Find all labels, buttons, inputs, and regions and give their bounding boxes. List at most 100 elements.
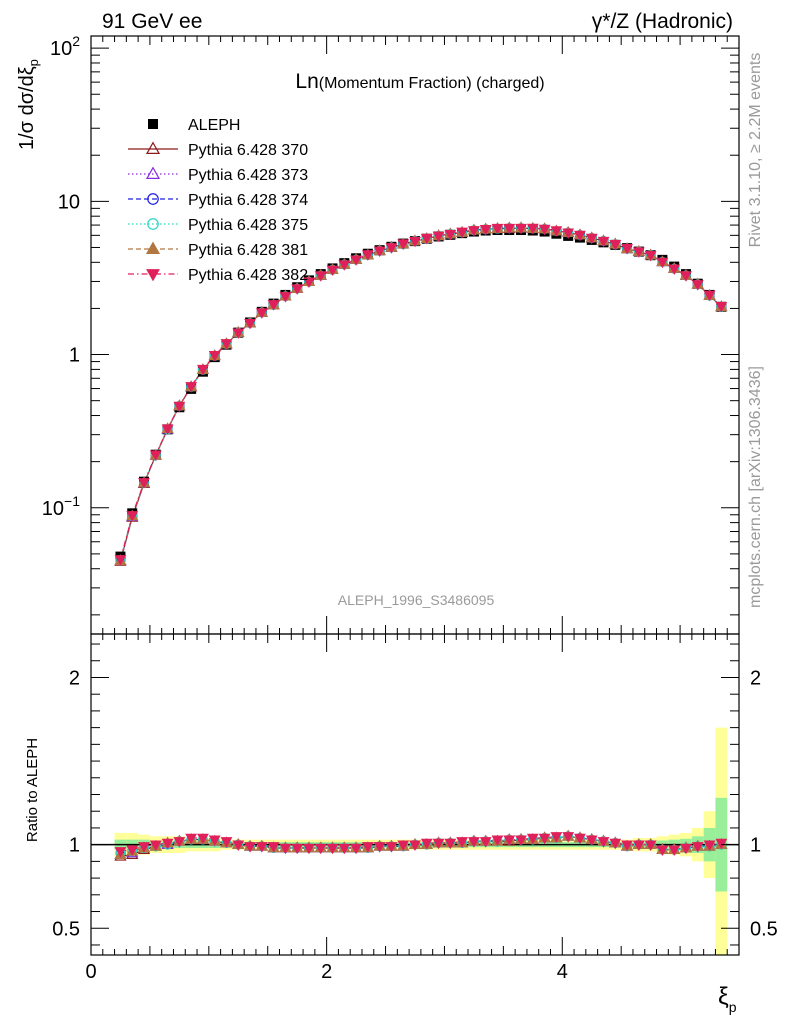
series-point-6 <box>314 271 327 282</box>
legend-label: Pythia 6.428 382 <box>188 267 308 284</box>
analysis-id: ALEPH_1996_S3486095 <box>338 592 495 608</box>
series-point-6 <box>361 250 374 261</box>
series-point-6 <box>138 478 150 489</box>
ratio-point-6 <box>526 833 539 845</box>
ratio-point-6 <box>385 842 398 853</box>
y-axis-label: 1/σ dσ/dξp <box>16 59 41 150</box>
ratio-point-6 <box>373 842 386 853</box>
ratio-point-6 <box>149 840 162 851</box>
ratio-line-5 <box>120 835 722 856</box>
ratio-point-6 <box>126 845 139 856</box>
chart-title: Ln(Momentum Fraction) (charged) <box>295 70 544 93</box>
ratio-point-6 <box>656 845 669 856</box>
header-right-label: γ*/Z (Hadronic) <box>592 10 733 33</box>
ratio-y-axis: 0.5 0.5 1 1 2 2 <box>52 643 778 946</box>
legend-label: Pythia 6.428 374 <box>188 192 308 209</box>
series-point-6 <box>644 251 657 262</box>
x-tick-label: 0 <box>85 961 96 983</box>
legend-item: Pythia 6.428 375 <box>128 217 308 234</box>
series-point-6 <box>185 382 198 393</box>
series-point-6 <box>385 243 398 254</box>
series-point-6 <box>597 236 610 248</box>
x-axis-label-main: ξ <box>718 983 729 1010</box>
series-point-6 <box>562 228 575 239</box>
legend-item: ALEPH <box>148 117 240 134</box>
main-y-tick-label: 1 <box>69 345 80 367</box>
series-point-6 <box>409 236 421 248</box>
ratio-plot-area <box>91 829 739 861</box>
ratio-y-tick-label: 2 <box>69 667 80 689</box>
series-point-6 <box>197 364 209 376</box>
x-tick-label: 2 <box>321 961 332 983</box>
series-point-6 <box>267 300 280 311</box>
main-y-tick-label: 10−1 <box>42 493 80 520</box>
legend-item: Pythia 6.428 381 <box>128 241 308 259</box>
ratio-line-6 <box>120 835 722 852</box>
main-y-tick-label: 102 <box>50 33 80 60</box>
ratio-point-6 <box>173 837 186 848</box>
y-axis-label-main: 1/σ dσ/dξ <box>16 66 38 150</box>
series-point-6 <box>291 284 304 295</box>
series-point-6 <box>126 511 139 522</box>
ratio-point-6 <box>550 832 563 843</box>
series-point-6 <box>680 271 692 282</box>
series-point-6 <box>432 231 445 243</box>
ratio-point-6 <box>361 842 374 853</box>
ratio-point-6 <box>303 843 315 855</box>
ratio-point-6 <box>562 832 575 843</box>
series-point-6 <box>338 260 351 271</box>
series-point-6 <box>161 424 174 435</box>
ratio-point-6 <box>314 843 327 855</box>
series-point-6 <box>244 318 256 330</box>
series-point-6 <box>149 450 162 462</box>
series-point-6 <box>656 257 669 269</box>
ratio-point-6 <box>515 835 527 846</box>
legend-marker <box>145 166 161 179</box>
main-y-tick-label: 10 <box>58 191 80 213</box>
legend: ALEPH Pythia 6.428 370 Pythia 6.428 373 Pyt… <box>128 117 308 284</box>
legend-item: Pythia 6.428 370 <box>128 141 308 159</box>
legend-marker <box>147 218 159 230</box>
ratio-point-6 <box>479 837 492 848</box>
ratio-y-tick-label-right: 0.5 <box>750 918 778 940</box>
ratio-point-6 <box>632 840 645 851</box>
ratio-point-6 <box>456 837 469 848</box>
ratio-point-6 <box>503 835 516 846</box>
series-point-6 <box>503 223 516 235</box>
ratio-point-6 <box>597 837 610 848</box>
ratio-point-6 <box>491 835 504 846</box>
legend-marker <box>145 141 161 154</box>
legend-marker <box>147 193 159 205</box>
ratio-point-6 <box>444 838 457 850</box>
legend-label: Pythia 6.428 370 <box>188 142 308 159</box>
series-point-6 <box>479 225 492 236</box>
title-rest: (Momentum Fraction) (charged) <box>319 75 545 92</box>
series-point-6 <box>114 555 127 566</box>
series-point-6 <box>621 243 633 255</box>
ratio-point-6 <box>397 840 410 851</box>
ratio-y-axis-label: Ratio to ALEPH <box>24 738 41 842</box>
series-point-6 <box>397 239 410 250</box>
ratio-point-6 <box>668 845 681 856</box>
y-axis-label-sub: p <box>26 59 41 66</box>
header-left-label: 91 GeV ee <box>102 10 202 33</box>
series-point-6 <box>326 265 339 277</box>
series-point-6 <box>173 401 186 413</box>
ratio-point-6 <box>338 843 351 855</box>
series-point-6 <box>456 227 469 239</box>
ratio-point-6 <box>114 847 127 858</box>
ratio-y-tick-label: 0.5 <box>52 918 80 940</box>
series-point-6 <box>515 223 527 235</box>
series-point-6 <box>715 301 728 313</box>
ratio-point-6 <box>467 837 480 848</box>
ratio-plot-frame <box>90 633 740 956</box>
ratio-point-6 <box>420 838 433 850</box>
series-point-6 <box>467 226 480 237</box>
x-axis-label-sub: p <box>729 999 737 1015</box>
ratio-point-6 <box>326 843 339 855</box>
legend-label: ALEPH <box>188 117 240 134</box>
legend-label: Pythia 6.428 381 <box>188 242 308 259</box>
ratio-point-6 <box>279 843 292 855</box>
legend-marker <box>145 241 161 254</box>
